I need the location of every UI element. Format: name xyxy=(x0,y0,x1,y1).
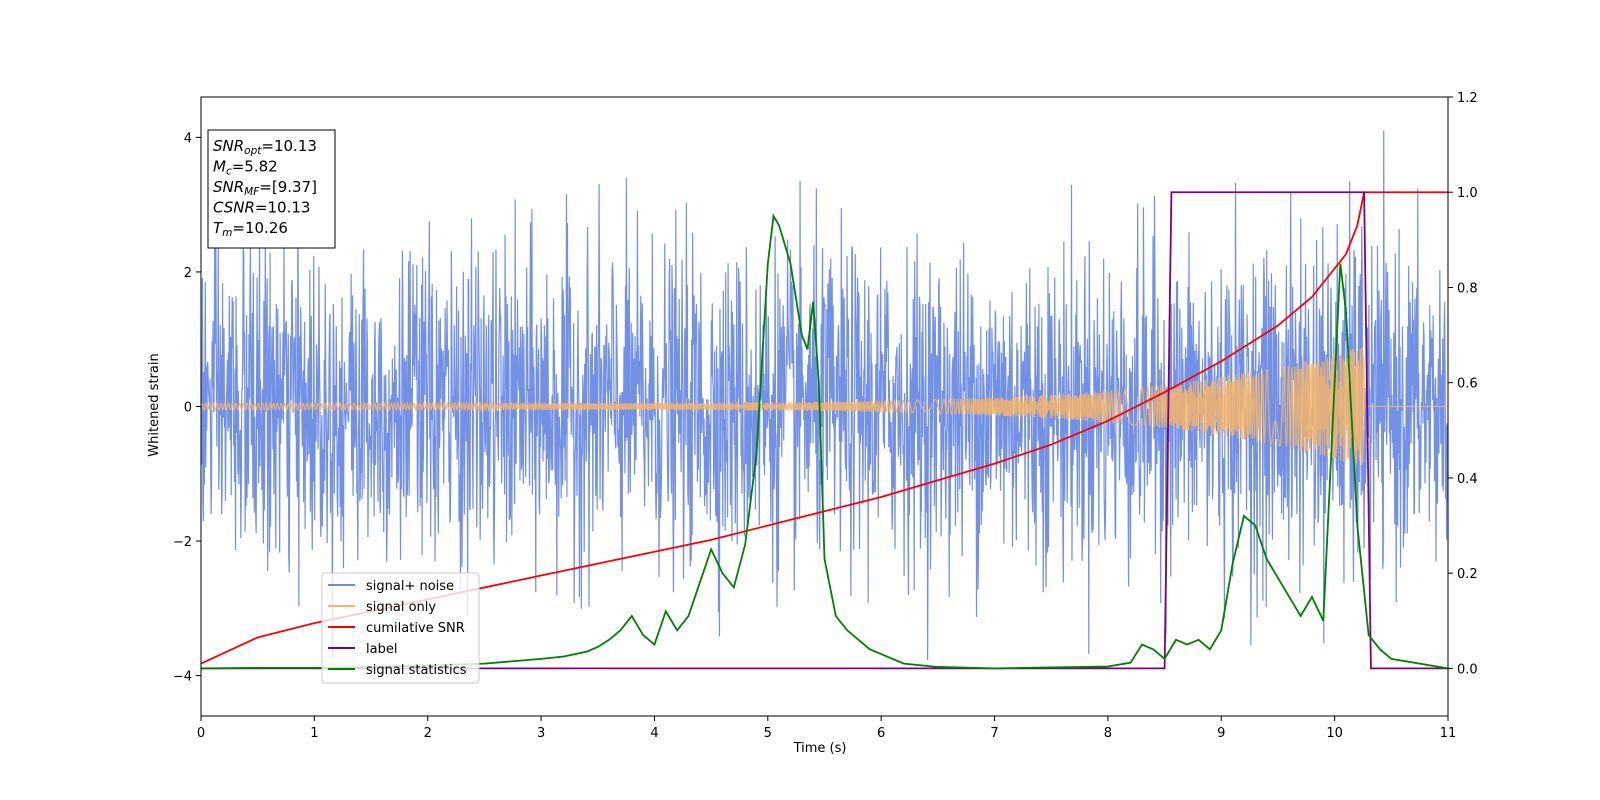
y-tick-label: −4 xyxy=(173,670,192,685)
legend-label: signal statistics xyxy=(366,663,467,678)
x-tick-label: 3 xyxy=(537,726,545,741)
y-tick-label: −2 xyxy=(173,535,192,550)
y2-tick-label: 0.8 xyxy=(1457,281,1478,296)
x-tick-label: 5 xyxy=(764,726,772,741)
x-axis-label: Time (s) xyxy=(793,741,847,756)
y-axis-right: 1.2 1.0 0.8 0.6 0.4 0.2 0.0 xyxy=(1448,91,1478,677)
annotation-value: =10.13 xyxy=(261,137,317,155)
annotation-box: SNRopt=10.13Mc=5.82SNRMF=[9.37]CSNR=10.1… xyxy=(207,129,336,249)
annotation-symbol: SNR xyxy=(213,178,244,196)
series-signal-only xyxy=(201,347,1448,466)
annotation-subscript: m xyxy=(222,227,232,239)
x-tick-label: 8 xyxy=(1104,726,1112,741)
annotation-symbol: T xyxy=(213,219,224,237)
legend-label: cumilative SNR xyxy=(366,621,465,636)
series-signal-noise xyxy=(201,130,1448,660)
x-tick-label: 4 xyxy=(650,726,658,741)
x-axis: 0 1 2 3 4 5 6 7 8 9 10 11 xyxy=(197,716,1456,741)
annotation-frame xyxy=(207,129,336,249)
y-axis-left: 4 2 0 −2 −4 xyxy=(173,131,201,685)
annotation-line: CSNR=10.13 xyxy=(213,199,310,217)
y-axis-label: Whitened strain xyxy=(147,353,162,456)
y2-tick-label: 0.6 xyxy=(1457,377,1478,392)
y2-tick-label: 1.2 xyxy=(1457,91,1478,106)
annotation-line: Tm=10.26 xyxy=(213,219,288,239)
legend: signal+ noise signal only cumilative SNR la… xyxy=(321,572,480,684)
annotation-subscript: MF xyxy=(244,186,260,198)
annotation-line: SNRMF=[9.37] xyxy=(213,178,317,198)
annotation-value: =10.26 xyxy=(232,219,288,237)
annotation-subscript: opt xyxy=(244,145,262,157)
annotation-symbol: SNR xyxy=(213,137,244,155)
y2-tick-label: 0.2 xyxy=(1457,567,1478,582)
x-tick-label: 11 xyxy=(1440,726,1457,741)
x-tick-label: 6 xyxy=(877,726,885,741)
annotation-symbol: CSNR xyxy=(213,199,255,217)
x-tick-label: 2 xyxy=(424,726,432,741)
annotation-symbol: M xyxy=(213,158,226,176)
x-tick-label: 0 xyxy=(197,726,205,741)
legend-frame xyxy=(321,572,480,684)
y2-tick-label: 0.0 xyxy=(1457,662,1478,677)
x-tick-label: 7 xyxy=(990,726,998,741)
annotation-subscript: c xyxy=(226,166,232,178)
x-tick-label: 9 xyxy=(1217,726,1225,741)
legend-label: signal only xyxy=(366,600,436,615)
x-tick-label: 10 xyxy=(1326,726,1343,741)
y-tick-label: 0 xyxy=(184,401,192,416)
annotation-value: =10.13 xyxy=(255,199,311,217)
annotation-line: SNRopt=10.13 xyxy=(213,137,317,157)
series-signal-statistics xyxy=(201,213,1448,670)
y-tick-label: 2 xyxy=(184,266,192,281)
annotation-line: Mc=5.82 xyxy=(213,158,278,178)
x-tick-label: 1 xyxy=(310,726,318,741)
y2-tick-label: 0.4 xyxy=(1457,472,1478,487)
legend-label: label xyxy=(366,642,397,657)
y2-tick-label: 1.0 xyxy=(1457,186,1478,201)
annotation-value: =5.82 xyxy=(232,158,278,176)
legend-label: signal+ noise xyxy=(366,579,454,594)
annotation-value: =[9.37] xyxy=(259,178,317,196)
y-tick-label: 4 xyxy=(184,131,192,146)
